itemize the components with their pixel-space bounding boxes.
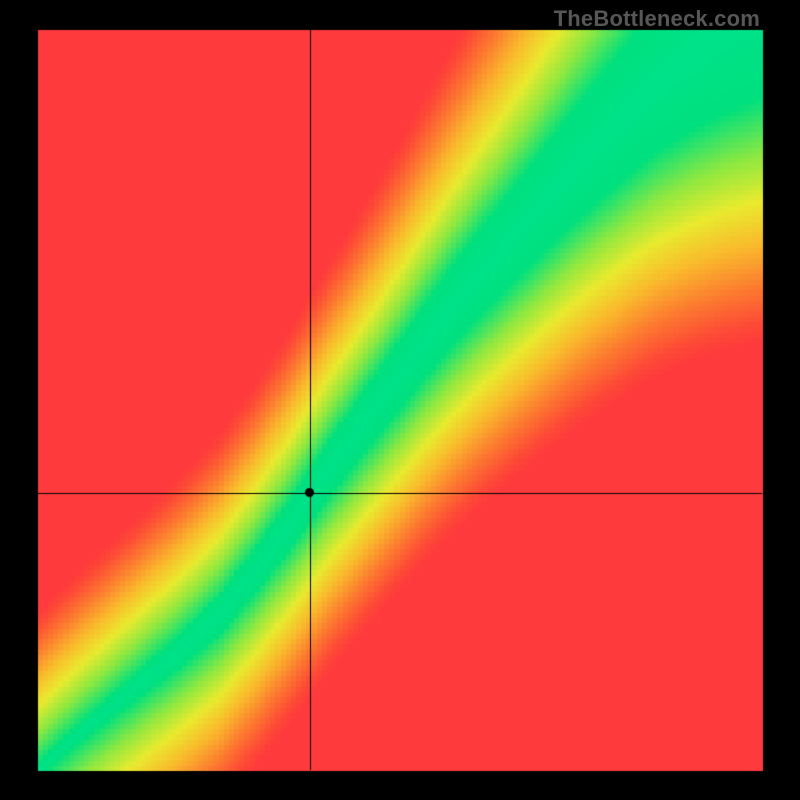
- attribution-text: TheBottleneck.com: [554, 6, 760, 32]
- bottleneck-heatmap: [0, 0, 800, 800]
